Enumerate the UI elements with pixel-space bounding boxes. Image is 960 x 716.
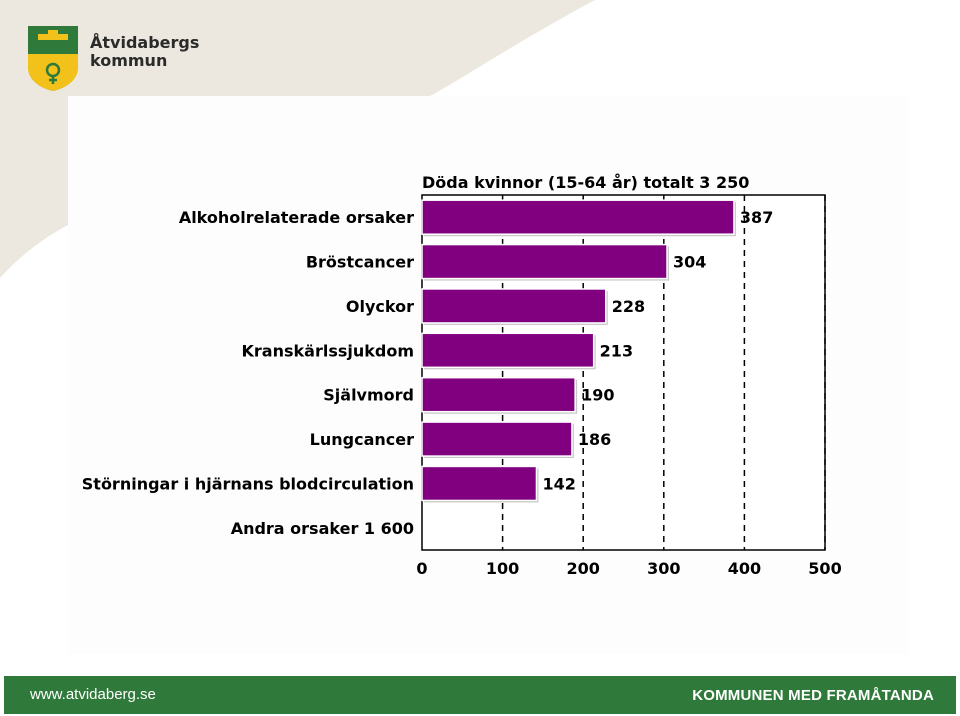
footer-slogan: KOMMUNEN MED FRAMÅTANDA: [692, 687, 934, 704]
footer-bar: www.atvidaberg.se KOMMUNEN MED FRAMÅTAND…: [4, 676, 956, 714]
bar: [422, 466, 536, 500]
data-label: 304: [673, 253, 706, 272]
bar: [422, 378, 575, 412]
bar: [422, 289, 606, 323]
bar: [422, 333, 594, 367]
x-tick-label: 500: [808, 559, 841, 578]
chart-title: Döda kvinnor (15-64 år) totalt 3 250: [422, 173, 749, 192]
bar: [422, 245, 667, 279]
category-label: Kranskärlssjukdom: [242, 341, 415, 360]
data-label: 228: [612, 297, 645, 316]
x-tick-label: 0: [416, 559, 427, 578]
category-label: Alkoholrelaterade orsaker: [179, 208, 414, 227]
data-label: 186: [578, 430, 611, 449]
category-label: Olyckor: [346, 297, 414, 316]
data-label: 142: [542, 474, 575, 493]
category-label: Lungcancer: [310, 430, 414, 449]
x-tick-label: 200: [566, 559, 599, 578]
data-label: 213: [600, 341, 633, 360]
x-tick-label: 100: [486, 559, 519, 578]
bar: [422, 200, 734, 234]
bar: [422, 422, 572, 456]
category-label: Bröstcancer: [306, 253, 414, 272]
footer-website-link[interactable]: www.atvidaberg.se: [30, 686, 156, 703]
x-tick-label: 400: [728, 559, 761, 578]
category-label: Självmord: [323, 386, 414, 405]
category-label: Störningar i hjärnans blodcirculation: [82, 474, 414, 493]
data-label: 190: [581, 386, 614, 405]
category-label: Andra orsaker 1 600: [231, 519, 414, 538]
data-label: 387: [740, 208, 773, 227]
x-tick-label: 300: [647, 559, 680, 578]
